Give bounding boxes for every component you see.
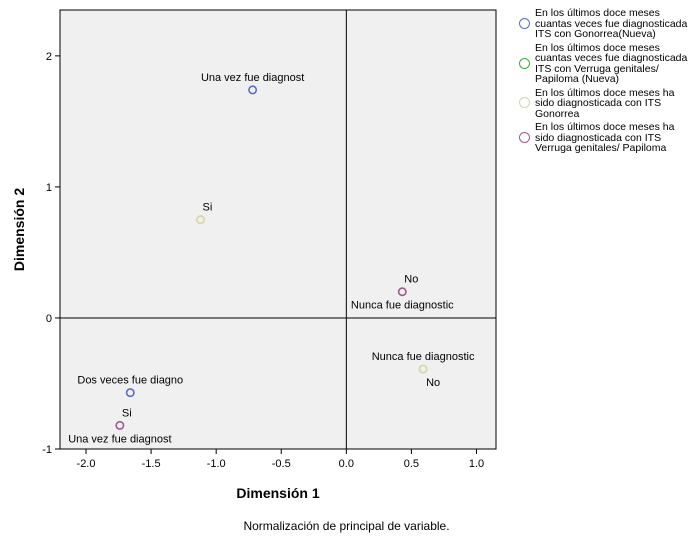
point-label: Una vez fue diagnost [68, 433, 171, 445]
data-point [248, 85, 258, 95]
x-tick-label: -0.5 [272, 458, 291, 470]
data-point [115, 420, 125, 430]
x-tick-label: -1.5 [142, 458, 161, 470]
legend-swatch-icon [519, 17, 530, 29]
data-point [418, 364, 428, 374]
x-axis-title: Dimensión 1 [236, 485, 319, 501]
legend-label: En los últimos doce meses cuantas veces … [535, 41, 688, 85]
point-label: Dos veces fue diagno [77, 375, 183, 387]
x-tick-label: -2.0 [77, 458, 96, 470]
y-tick-label: 0 [46, 313, 52, 325]
legend-item: En los últimos doce meses ha sido diagno… [516, 86, 692, 120]
point-label: No [404, 274, 418, 286]
point-label: Nunca fue diagnostic [372, 351, 475, 363]
point-label: Si [122, 407, 132, 419]
legend-item: En los últimos doce meses cuantas veces … [516, 41, 692, 85]
point-label: No [426, 377, 440, 389]
y-axis-title: Dimensión 2 [11, 188, 27, 271]
data-point [125, 388, 135, 398]
point-label: Nunca fue diagnostic [351, 300, 454, 312]
x-tick-label: 0.5 [404, 458, 419, 470]
legend-swatch-icon [519, 97, 530, 109]
y-tick-label: 2 [46, 51, 52, 63]
plot-area [59, 9, 497, 450]
y-tick-label: -1 [42, 444, 52, 456]
data-point [196, 215, 206, 225]
chart-footnote: Normalización de principal de variable. [243, 519, 450, 533]
legend-swatch-icon [519, 57, 530, 69]
point-label: Si [203, 202, 213, 214]
legend-label: En los últimos doce meses ha sido diagno… [535, 86, 675, 120]
x-tick-label: 1.0 [469, 458, 484, 470]
point-label: Una vez fue diagnost [201, 72, 304, 84]
data-point [397, 287, 407, 297]
legend-swatch-icon [519, 131, 530, 143]
chart-legend: En los últimos doce meses cuantas veces … [516, 8, 692, 157]
legend-label: En los últimos doce meses ha sido diagno… [535, 121, 675, 154]
legend-item: En los últimos doce meses ha sido diagno… [516, 122, 692, 154]
legend-item: En los últimos doce meses cuantas veces … [516, 8, 692, 40]
y-tick-label: 1 [46, 182, 52, 194]
x-tick-label: 0.0 [339, 458, 354, 470]
legend-label: En los últimos doce meses cuantas veces … [535, 7, 688, 40]
x-tick-label: -1.0 [207, 458, 226, 470]
